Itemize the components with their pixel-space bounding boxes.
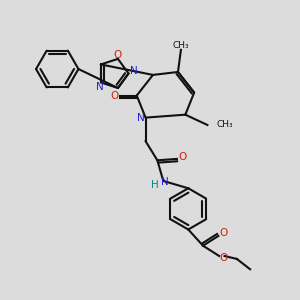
Text: O: O <box>219 228 227 238</box>
Text: O: O <box>114 50 122 60</box>
Text: N: N <box>161 176 169 187</box>
Text: O: O <box>178 152 187 162</box>
Text: CH₃: CH₃ <box>172 41 189 50</box>
Text: O: O <box>220 254 228 263</box>
Text: N: N <box>96 82 104 92</box>
Text: CH₃: CH₃ <box>217 121 233 130</box>
Text: N: N <box>130 66 138 76</box>
Text: O: O <box>110 91 118 100</box>
Text: N: N <box>137 112 145 123</box>
Text: H: H <box>151 180 159 190</box>
